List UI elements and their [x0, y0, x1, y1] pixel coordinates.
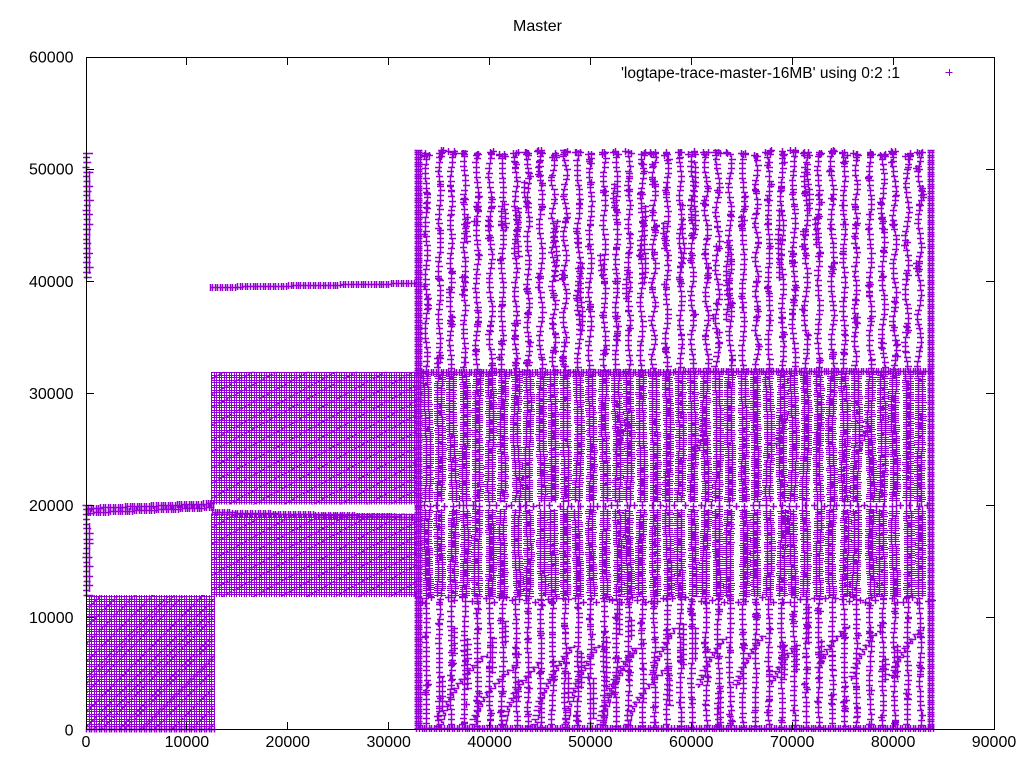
- svg-text:0: 0: [65, 722, 74, 739]
- svg-text:40000: 40000: [467, 734, 512, 751]
- svg-text:'logtape-trace-master-16MB' us: 'logtape-trace-master-16MB' using 0:2 :1: [621, 65, 900, 82]
- svg-text:60000: 60000: [669, 734, 714, 751]
- svg-text:30000: 30000: [366, 734, 411, 751]
- svg-text:20000: 20000: [29, 498, 74, 515]
- svg-text:20000: 20000: [266, 734, 311, 751]
- svg-text:Master: Master: [513, 18, 563, 35]
- svg-text:90000: 90000: [972, 734, 1017, 751]
- svg-text:70000: 70000: [770, 734, 815, 751]
- svg-text:30000: 30000: [29, 386, 74, 403]
- svg-text:60000: 60000: [29, 50, 74, 67]
- svg-text:50000: 50000: [568, 734, 613, 751]
- svg-text:0: 0: [82, 734, 91, 751]
- svg-text:40000: 40000: [29, 274, 74, 291]
- svg-text:10000: 10000: [165, 734, 210, 751]
- svg-text:10000: 10000: [29, 610, 74, 627]
- svg-text:80000: 80000: [871, 734, 916, 751]
- svg-text:50000: 50000: [29, 162, 74, 179]
